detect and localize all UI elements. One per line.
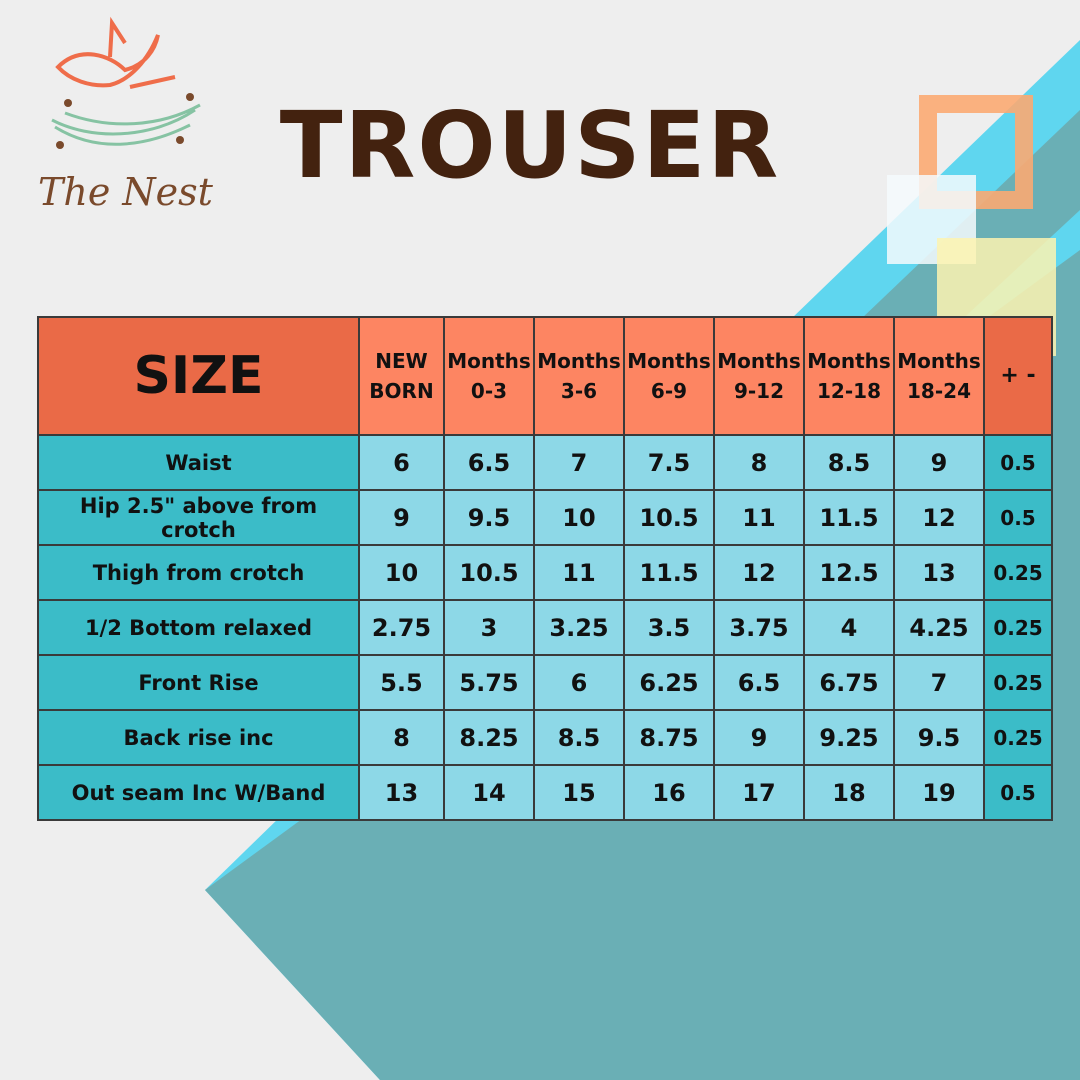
measurement-value: 5.75 [443,654,535,711]
header-line: 3-6 [560,379,598,403]
measurement-label: 1/2 Bottom relaxed [37,599,360,656]
header-line: 0-3 [470,379,508,403]
tolerance-value: 0.25 [983,599,1053,656]
measurement-value: 6.25 [623,654,715,711]
page-title: TROUSER [279,92,781,199]
measurement-value: 15 [533,764,625,821]
measurement-value: 14 [443,764,535,821]
tolerance-value: 0.25 [983,709,1053,766]
measurement-value: 10 [358,544,445,601]
table-row: Back rise inc 8 8.25 8.5 8.75 9 9.25 9.5 0.25 [37,709,1053,766]
measurement-value: 3 [443,599,535,656]
size-chart-table: SIZE NEW BORN Months 0-3 Months 3-6 Months 6-9 M… [37,316,1053,821]
header-line: Months [807,349,891,373]
tolerance-value: 0.5 [983,489,1053,546]
measurement-value: 9.5 [443,489,535,546]
header-line: BORN [369,379,434,403]
table-row: Out seam Inc W/Band 13 14 15 16 17 18 19 0.5 [37,764,1053,821]
size-header: SIZE [37,316,360,436]
measurement-value: 3.25 [533,599,625,656]
measurement-value: 9 [893,434,985,491]
measurement-label: Waist [37,434,360,491]
measurement-value: 6.75 [803,654,895,711]
measurement-value: 8.25 [443,709,535,766]
tolerance-value: 0.25 [983,654,1053,711]
table-row: Front Rise 5.5 5.75 6 6.25 6.5 6.75 7 0.25 [37,654,1053,711]
measurement-value: 9.5 [893,709,985,766]
header-line: Months [627,349,711,373]
tolerance-header: + - [983,316,1053,436]
measurement-value: 9.25 [803,709,895,766]
measurement-value: 10.5 [623,489,715,546]
size-column-header: NEW BORN [358,316,445,436]
header-line: Months [717,349,801,373]
measurement-label: Front Rise [37,654,360,711]
measurement-value: 11 [713,489,805,546]
table-row: Thigh from crotch 10 10.5 11 11.5 12 12.5 13 0.2… [37,544,1053,601]
measurement-value: 18 [803,764,895,821]
measurement-label: Out seam Inc W/Band [37,764,360,821]
measurement-value: 3.75 [713,599,805,656]
measurement-value: 19 [893,764,985,821]
measurement-value: 13 [358,764,445,821]
logo-text: The Nest [38,170,213,214]
size-column-header: Months 0-3 [443,316,535,436]
table-row: Waist 6 6.5 7 7.5 8 8.5 9 0.5 [37,434,1053,491]
measurement-value: 9 [358,489,445,546]
measurement-value: 6 [358,434,445,491]
measurement-value: 6 [533,654,625,711]
header-line: 18-24 [907,379,971,403]
header-line: Months [897,349,981,373]
measurement-value: 8 [358,709,445,766]
measurement-value: 11.5 [803,489,895,546]
measurement-label: Back rise inc [37,709,360,766]
bird-nest-icon [51,16,201,149]
header-line: Months [447,349,531,373]
header-line: 9-12 [733,379,785,403]
measurement-value: 8.5 [533,709,625,766]
measurement-value: 4.25 [893,599,985,656]
measurement-value: 7 [533,434,625,491]
tolerance-value: 0.5 [983,434,1053,491]
header-line: NEW [375,349,428,373]
measurement-value: 8.75 [623,709,715,766]
measurement-label: Thigh from crotch [37,544,360,601]
measurement-value: 6.5 [713,654,805,711]
measurement-value: 7 [893,654,985,711]
the-nest-logo [30,15,210,169]
measurement-value: 2.75 [358,599,445,656]
size-column-header: Months 9-12 [713,316,805,436]
measurement-value: 11.5 [623,544,715,601]
size-column-header: Months 12-18 [803,316,895,436]
header-line: 12-18 [817,379,881,403]
measurement-value: 12.5 [803,544,895,601]
table-header-row: SIZE NEW BORN Months 0-3 Months 3-6 Months 6-9 M… [37,316,1053,436]
measurement-value: 4 [803,599,895,656]
measurement-value: 8.5 [803,434,895,491]
size-column-header: Months 18-24 [893,316,985,436]
measurement-value: 17 [713,764,805,821]
tolerance-value: 0.25 [983,544,1053,601]
measurement-value: 7.5 [623,434,715,491]
header-line: Months [537,349,621,373]
measurement-value: 9 [713,709,805,766]
table-row: Hip 2.5" above from crotch 9 9.5 10 10.5 11 11… [37,489,1053,546]
measurement-value: 16 [623,764,715,821]
header-line: 6-9 [650,379,688,403]
table-row: 1/2 Bottom relaxed 2.75 3 3.25 3.5 3.75 4 4.25 0… [37,599,1053,656]
measurement-value: 12 [713,544,805,601]
measurement-value: 13 [893,544,985,601]
size-column-header: Months 6-9 [623,316,715,436]
measurement-value: 5.5 [358,654,445,711]
measurement-value: 6.5 [443,434,535,491]
measurement-value: 10 [533,489,625,546]
measurement-value: 3.5 [623,599,715,656]
measurement-value: 11 [533,544,625,601]
tolerance-value: 0.5 [983,764,1053,821]
measurement-label: Hip 2.5" above from crotch [37,489,360,546]
measurement-value: 10.5 [443,544,535,601]
measurement-value: 8 [713,434,805,491]
size-column-header: Months 3-6 [533,316,625,436]
measurement-value: 12 [893,489,985,546]
